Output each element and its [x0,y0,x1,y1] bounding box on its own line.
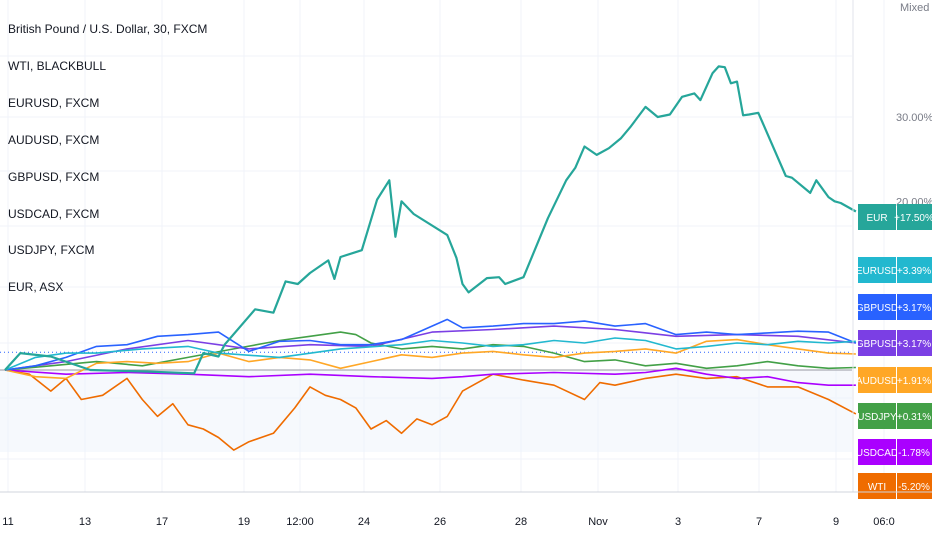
last-value-label: GBPUSD+3.17% [856,294,932,320]
label-series-value: +0.31% [897,412,931,423]
label-name-box [858,439,896,465]
label-series-value: -1.78% [898,448,930,459]
y-tick-label: 30.00% [896,112,932,124]
x-tick-label: Nov [588,516,608,528]
chart-title: British Pound / U.S. Dollar, 30, FXCM [8,22,207,36]
symbol-label[interactable]: AUDUSD, FXCM [8,133,99,147]
x-tick-label: 24 [358,516,370,528]
last-value-label: USDJPY +0.31% [857,403,932,429]
label-series-name: USDCAD [856,448,898,459]
symbol-label[interactable]: EUR, ASX [8,280,63,294]
x-tick-label: 3 [675,516,681,528]
time-axis[interactable]: 11 13 17 19 12:00 24 26 28 Nov 3 7 9 06:0 [2,516,894,528]
label-value-box [897,439,932,465]
label-value-box [897,257,932,283]
label-series-value: +1.91% [897,376,931,387]
symbol-label[interactable]: WTI, BLACKBULL [8,59,106,73]
symbol-label[interactable]: USDJPY, FXCM [8,243,94,257]
label-name-box [858,367,896,393]
series-line-audusd[interactable] [4,338,856,380]
last-value-label: GBPUSD+3.17% [856,330,932,356]
label-value-box [897,294,932,320]
label-name-box [858,403,896,429]
label-name-box [858,330,896,356]
series-line-eur[interactable] [4,65,857,375]
symbol-legend: WTI, BLACKBULL EURUSD, FXCM AUDUSD, FXCM… [8,59,106,294]
x-tick-label: 26 [434,516,446,528]
label-series-name: GBPUSD [856,303,898,314]
x-tick-label: 12:00 [286,516,314,528]
series-line-usdcad[interactable] [4,367,856,386]
last-value-labels: EUR +17.50%EURUSD+3.39%GBPUSD+3.17%GBPUSD… [856,204,932,499]
label-value-box [897,367,932,393]
label-value-box [897,473,932,499]
symbol-label[interactable]: USDCAD, FXCM [8,207,99,221]
x-tick-label: 28 [515,516,527,528]
label-name-box [858,294,896,320]
series-line-eurusd[interactable] [4,337,856,371]
x-tick-label: 11 [2,516,13,528]
last-value-label: EUR +17.50% [858,204,932,230]
label-value-box [897,403,932,429]
symbol-label[interactable]: EURUSD, FXCM [8,96,99,110]
last-value-label: AUDUSD+1.91% [856,367,932,393]
last-value-label: USDCAD -1.78% [856,439,932,465]
label-series-value: +3.17% [897,303,931,314]
label-series-name: EURUSD [856,266,898,277]
label-series-value: +17.50% [894,213,932,224]
series-line-gbpusd[interactable] [4,325,856,371]
series-group [4,65,857,451]
label-series-name: GBPUSD [856,339,898,350]
baseline-shade [0,370,852,452]
symbol-label[interactable]: GBPUSD, FXCM [8,170,99,184]
x-tick-label: 17 [156,516,168,528]
label-series-name: WTI [868,482,886,493]
last-value-label: EURUSD+3.39% [856,257,932,283]
label-series-value: -5.20% [898,482,930,493]
label-name-box [858,257,896,283]
x-tick-label: 9 [833,516,839,528]
label-value-box [897,330,932,356]
label-name-box [858,473,896,499]
last-value-label: WTI -5.20% [858,473,932,499]
scale-mode-label[interactable]: Mixed [900,2,929,14]
x-tick-label: 13 [79,516,91,528]
label-series-value: +3.17% [897,339,931,350]
label-series-value: +3.39% [897,266,931,277]
series-line-wti[interactable] [4,369,857,451]
x-tick-label: 7 [756,516,762,528]
series-line-gbpusd[interactable] [4,318,857,371]
reference-lines [0,351,852,452]
label-value-box [897,204,932,230]
x-tick-label: 06:0 [873,516,894,528]
label-name-box [858,204,896,230]
label-series-name: EUR [866,213,887,224]
label-series-name: USDJPY [857,412,897,423]
x-tick-label: 19 [238,516,250,528]
label-series-name: AUDUSD [856,376,898,387]
